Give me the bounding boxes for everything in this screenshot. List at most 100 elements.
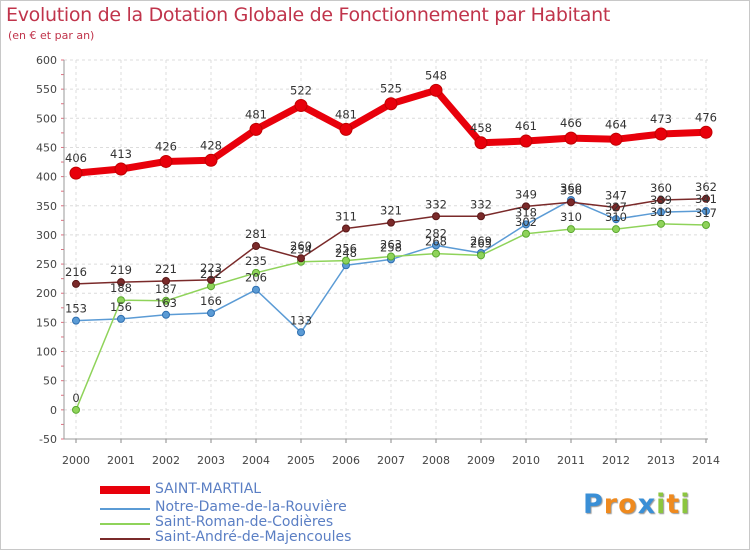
data-label: 219 — [110, 263, 132, 277]
data-point — [702, 207, 710, 216]
y-tick-label: 50 — [43, 375, 57, 388]
logo-letter: o — [618, 489, 638, 520]
data-label: 481 — [245, 107, 267, 121]
chart-subtitle: (en € et par an) — [8, 29, 95, 42]
x-tick-label: 2001 — [107, 454, 135, 467]
legend-swatch — [100, 523, 150, 525]
x-tick-label: 2005 — [287, 454, 315, 467]
y-tick-label: 200 — [36, 287, 57, 300]
data-point — [72, 405, 80, 414]
x-tick-label: 2002 — [152, 454, 180, 467]
data-label: 476 — [695, 110, 717, 124]
x-tick-label: 2007 — [377, 454, 405, 467]
data-label: 156 — [110, 300, 132, 314]
plot-area — [64, 60, 708, 439]
data-point — [387, 252, 395, 261]
data-point — [477, 251, 485, 260]
data-label: 188 — [110, 281, 132, 295]
data-label: 163 — [155, 296, 177, 310]
data-label: 311 — [335, 210, 357, 224]
y-tick-label: 250 — [36, 258, 57, 271]
data-point — [387, 218, 395, 227]
data-point — [252, 285, 260, 294]
data-label: 212 — [200, 267, 222, 281]
data-label: 458 — [470, 121, 492, 135]
data-label: 360 — [560, 181, 582, 195]
logo-letter: P — [583, 489, 604, 520]
data-point — [297, 254, 305, 263]
data-point — [69, 166, 83, 180]
y-tick-label: 550 — [36, 83, 57, 96]
data-label: 318 — [515, 205, 537, 219]
data-point — [612, 215, 620, 224]
data-label: 525 — [380, 82, 402, 96]
data-label: 332 — [425, 197, 447, 211]
y-tick-label: 500 — [36, 112, 57, 125]
data-point — [72, 316, 80, 325]
data-point — [162, 296, 170, 305]
data-point — [657, 219, 665, 228]
data-point — [159, 154, 173, 168]
data-label: 321 — [380, 204, 402, 218]
data-label: 413 — [110, 147, 132, 161]
data-point — [657, 195, 665, 204]
data-label: 0 — [72, 391, 79, 405]
data-point — [657, 208, 665, 217]
data-label: 406 — [65, 151, 87, 165]
data-point — [162, 276, 170, 285]
data-label: 235 — [245, 254, 267, 268]
data-label: 310 — [605, 210, 627, 224]
y-tick-label: 0 — [50, 404, 57, 417]
data-label: 319 — [650, 205, 672, 219]
data-point — [654, 127, 668, 141]
legend-label: Saint-Roman-de-Codières — [155, 514, 334, 530]
data-point — [432, 249, 440, 258]
data-label: 356 — [560, 183, 582, 197]
data-point — [432, 212, 440, 221]
data-point — [699, 125, 713, 139]
data-point — [564, 131, 578, 145]
data-point — [522, 229, 530, 238]
x-tick-label: 2010 — [512, 454, 540, 467]
y-tick-label: 300 — [36, 229, 57, 242]
x-tick-label: 2003 — [197, 454, 225, 467]
data-label: 428 — [200, 138, 222, 152]
data-label: 269 — [470, 234, 492, 248]
data-point — [477, 212, 485, 221]
chart-title: Evolution de la Dotation Globale de Fonc… — [6, 4, 611, 26]
data-label: 268 — [425, 235, 447, 249]
logo-letter: t — [666, 489, 681, 520]
y-tick-label: 400 — [36, 171, 57, 184]
data-point — [204, 153, 218, 167]
data-point — [612, 225, 620, 234]
data-point — [702, 194, 710, 203]
data-label: 347 — [605, 189, 627, 203]
data-point — [207, 275, 215, 284]
data-label: 265 — [470, 236, 492, 250]
data-point — [522, 220, 530, 229]
data-label: 258 — [380, 240, 402, 254]
data-point — [429, 83, 443, 97]
x-tick-label: 2013 — [647, 454, 675, 467]
data-point — [384, 97, 398, 111]
data-label: 349 — [515, 187, 537, 201]
data-point — [339, 122, 353, 136]
legend-swatch — [100, 508, 150, 510]
data-label: 256 — [335, 242, 357, 256]
legend-swatch — [100, 486, 150, 494]
data-point — [702, 221, 710, 230]
logo-letter: i — [680, 489, 691, 520]
data-point — [114, 162, 128, 176]
data-label: 339 — [650, 193, 672, 207]
data-point — [162, 310, 170, 319]
data-point — [252, 268, 260, 277]
logo-letter: x — [637, 489, 657, 520]
x-tick-label: 2014 — [692, 454, 720, 467]
data-point — [567, 225, 575, 234]
legend-label: SAINT-MARTIAL — [155, 481, 262, 497]
data-label: 464 — [605, 117, 627, 131]
data-label: 341 — [695, 192, 717, 206]
data-label: 216 — [65, 265, 87, 279]
data-point — [117, 278, 125, 287]
